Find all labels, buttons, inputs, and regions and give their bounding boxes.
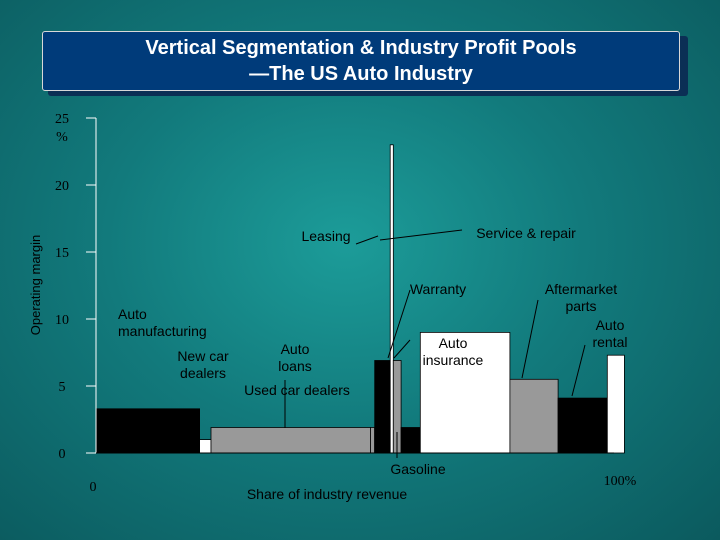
x-axis-label: Share of industry revenue	[247, 486, 408, 502]
bar-auto-loans	[370, 427, 375, 454]
leader-line-leasing	[355, 235, 379, 245]
annotation-aftermarket-parts: Aftermarket parts	[545, 281, 617, 314]
chart-title-line1: Vertical Segmentation & Industry Profit …	[145, 37, 577, 59]
bar-auto-manufacturing	[95, 408, 200, 454]
bar-gasoline	[400, 427, 421, 454]
annotation-auto-insurance: Auto insurance	[423, 335, 484, 368]
y-tick-label-20: 20	[55, 179, 69, 194]
y-ticks-group: 0 5 10 15 20 25%	[55, 112, 96, 462]
annotation-used-car-dealers: Used car dealers	[244, 382, 350, 398]
leader-line-service-repair	[379, 229, 463, 241]
bar-aftermarket-parts	[509, 378, 559, 454]
bar-leasing	[389, 144, 394, 454]
chart-title-line2: —The US Auto Industry	[249, 63, 473, 85]
annotation-auto-manufacturing: Auto manufacturing	[118, 306, 207, 339]
annotation-leasing: Leasing	[301, 228, 350, 244]
leader-line-warranty	[387, 289, 411, 359]
annotation-service-repair: Service & repair	[476, 225, 576, 241]
leader-line-auto-insurance	[393, 339, 411, 359]
bars-group	[95, 144, 625, 454]
annotation-auto-loans: Auto loans	[278, 341, 311, 374]
leader-lines-group	[284, 229, 586, 458]
bar-auto-rental	[557, 397, 608, 454]
annotation-gasoline: Gasoline	[390, 461, 445, 477]
annotation-auto-rental: Auto rental	[592, 317, 627, 350]
y-tick-label-25: 25%	[55, 112, 69, 145]
annotation-warranty: Warranty	[410, 281, 466, 297]
chart-title-box: Vertical Segmentation & Industry Profit …	[42, 31, 680, 91]
bar-auto-insurance	[419, 331, 511, 454]
bar-auto-rental-2	[606, 354, 625, 454]
y-tick-label-10: 10	[55, 313, 69, 328]
x-end-label: 100%	[604, 474, 637, 489]
y-tick-label-5: 5	[59, 380, 66, 395]
annotations-group: Auto manufacturing New car dealers Auto loans…	[118, 225, 628, 477]
leader-line-auto-rental	[571, 344, 586, 397]
y-tick-label-0: 0	[59, 447, 66, 462]
bar-used-car-dealers	[210, 427, 371, 454]
bar-new-car-dealers	[199, 439, 212, 454]
leader-line-aftermarket-parts	[521, 299, 539, 379]
y-axis-label: Operating margin	[28, 235, 43, 335]
y-tick-label-15: 15	[55, 246, 69, 261]
annotation-new-car-dealers: New car dealers	[177, 348, 229, 381]
x-start-label: 0	[90, 480, 97, 495]
bar-warranty	[374, 360, 391, 454]
